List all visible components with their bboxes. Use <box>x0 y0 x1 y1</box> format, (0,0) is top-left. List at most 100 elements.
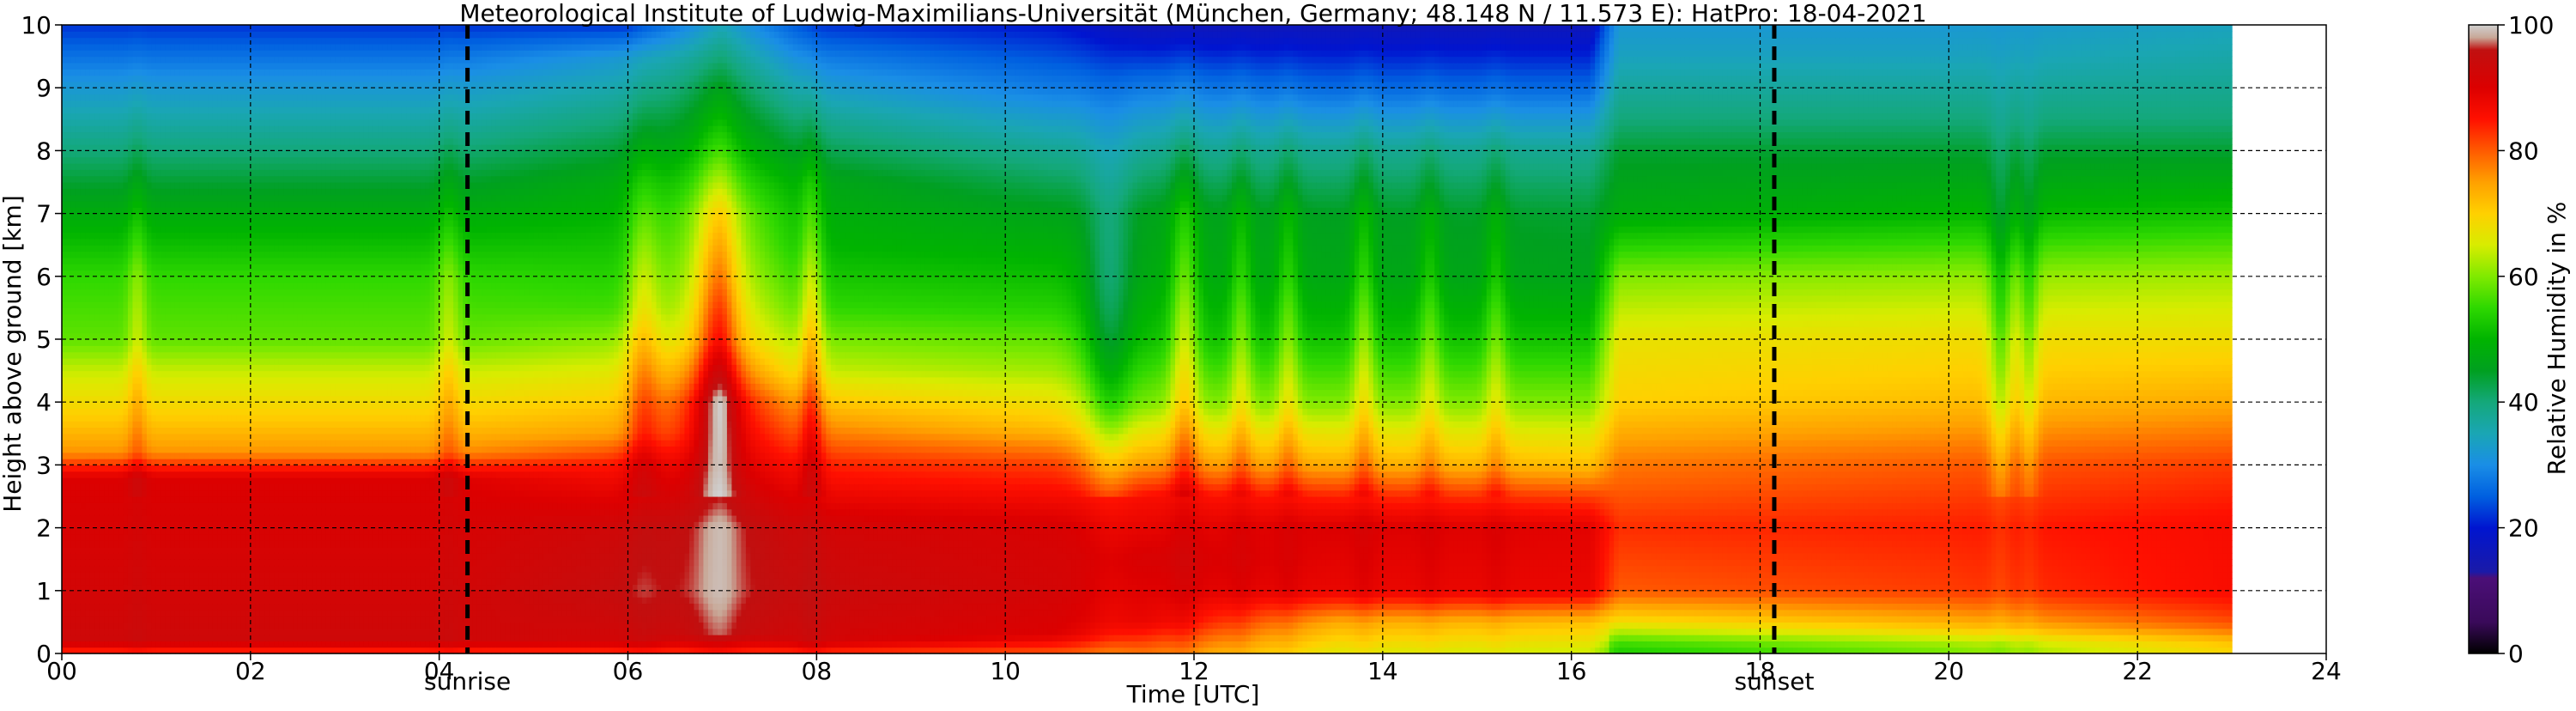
heatmap-cell <box>151 201 156 208</box>
heatmap-cell <box>109 289 114 295</box>
heatmap-cell <box>85 245 90 252</box>
heatmap-cell <box>123 402 128 409</box>
heatmap-cell <box>170 50 175 57</box>
heatmap-cell <box>113 245 118 252</box>
heatmap-cell <box>185 220 190 227</box>
heatmap-cell <box>170 252 175 258</box>
heatmap-cell <box>132 31 137 38</box>
heatmap-cell <box>71 540 76 547</box>
heatmap-cell <box>118 566 124 573</box>
heatmap-cell <box>76 641 81 647</box>
heatmap-cell <box>62 515 67 522</box>
heatmap-cell <box>109 220 114 227</box>
heatmap-cell <box>109 233 114 240</box>
heatmap-cell <box>161 188 166 195</box>
heatmap-cell <box>85 326 90 333</box>
heatmap-cell <box>81 226 86 233</box>
heatmap-cell <box>147 258 152 264</box>
heatmap-cell <box>62 352 67 359</box>
heatmap-cell <box>109 610 114 617</box>
heatmap-cell <box>100 94 105 101</box>
heatmap-cell <box>189 502 194 509</box>
heatmap-cell <box>156 402 161 409</box>
heatmap-cell <box>128 502 133 509</box>
heatmap-cell <box>189 220 194 227</box>
heatmap-cell <box>132 415 137 422</box>
heatmap-cell <box>185 176 190 183</box>
heatmap-cell <box>132 465 137 471</box>
heatmap-cell <box>109 578 114 585</box>
heatmap-cell <box>132 57 137 64</box>
heatmap-cell <box>85 76 90 82</box>
heatmap-cell <box>185 63 190 70</box>
heatmap-cell <box>185 490 190 497</box>
heatmap-cell <box>100 245 105 252</box>
heatmap-cell <box>137 616 142 623</box>
heatmap-cell <box>132 471 137 478</box>
heatmap-cell <box>179 465 185 471</box>
heatmap-cell <box>175 307 180 314</box>
heatmap-cell <box>166 182 171 189</box>
heatmap-cell <box>94 31 100 38</box>
heatmap-cell <box>161 106 166 113</box>
heatmap-cell <box>179 138 185 145</box>
heatmap-cell <box>109 76 114 82</box>
heatmap-cell <box>71 496 76 503</box>
heatmap-cell <box>113 427 118 434</box>
heatmap-cell <box>62 371 67 378</box>
heatmap-cell <box>81 502 86 509</box>
heatmap-cell <box>104 233 109 240</box>
heatmap-cell <box>170 409 175 416</box>
heatmap-cell <box>123 163 128 170</box>
heatmap-cell <box>156 635 161 641</box>
heatmap-cell <box>104 578 109 585</box>
heatmap-cell <box>175 553 180 560</box>
heatmap-cell <box>151 477 156 484</box>
heatmap-cell <box>90 31 95 38</box>
heatmap-cell <box>81 239 86 246</box>
heatmap-cell <box>81 44 86 51</box>
heatmap-cell <box>90 509 95 516</box>
heatmap-cell <box>142 371 147 378</box>
heatmap-cell <box>76 603 81 610</box>
heatmap-cell <box>76 364 81 371</box>
heatmap-cell <box>123 182 128 189</box>
heatmap-cell <box>62 502 67 509</box>
heatmap-cell <box>137 553 142 560</box>
heatmap-cell <box>179 69 185 76</box>
heatmap-cell <box>175 301 180 308</box>
heatmap-cell <box>166 289 171 295</box>
heatmap-cell <box>100 289 105 295</box>
heatmap-cell <box>156 169 161 176</box>
heatmap-cell <box>161 301 166 308</box>
heatmap-cell <box>67 301 72 308</box>
heatmap-cell <box>81 289 86 295</box>
heatmap-cell <box>113 635 118 641</box>
heatmap-cell <box>132 239 137 246</box>
heatmap-cell <box>104 88 109 94</box>
heatmap-cell <box>118 176 124 183</box>
heatmap-cell <box>170 559 175 566</box>
heatmap-cell <box>156 289 161 295</box>
heatmap-cell <box>67 38 72 45</box>
heatmap-cell <box>132 125 137 132</box>
heatmap-cell <box>166 57 171 64</box>
heatmap-cell <box>189 383 194 390</box>
heatmap-cell <box>118 100 124 107</box>
heatmap-cell <box>71 157 76 164</box>
heatmap-cell <box>189 559 194 566</box>
heatmap-cell <box>142 465 147 471</box>
heatmap-cell <box>71 214 76 221</box>
heatmap-cell <box>109 421 114 428</box>
heatmap-cell <box>156 465 161 471</box>
heatmap-cell <box>85 465 90 471</box>
heatmap-cell <box>67 31 72 38</box>
heatmap-cell <box>166 233 171 240</box>
heatmap-cell <box>90 364 95 371</box>
heatmap-cell <box>76 163 81 170</box>
heatmap-cell <box>166 635 171 641</box>
heatmap-cell <box>170 553 175 560</box>
heatmap-cell <box>189 301 194 308</box>
heatmap-cell <box>189 182 194 189</box>
heatmap-cell <box>90 307 95 314</box>
